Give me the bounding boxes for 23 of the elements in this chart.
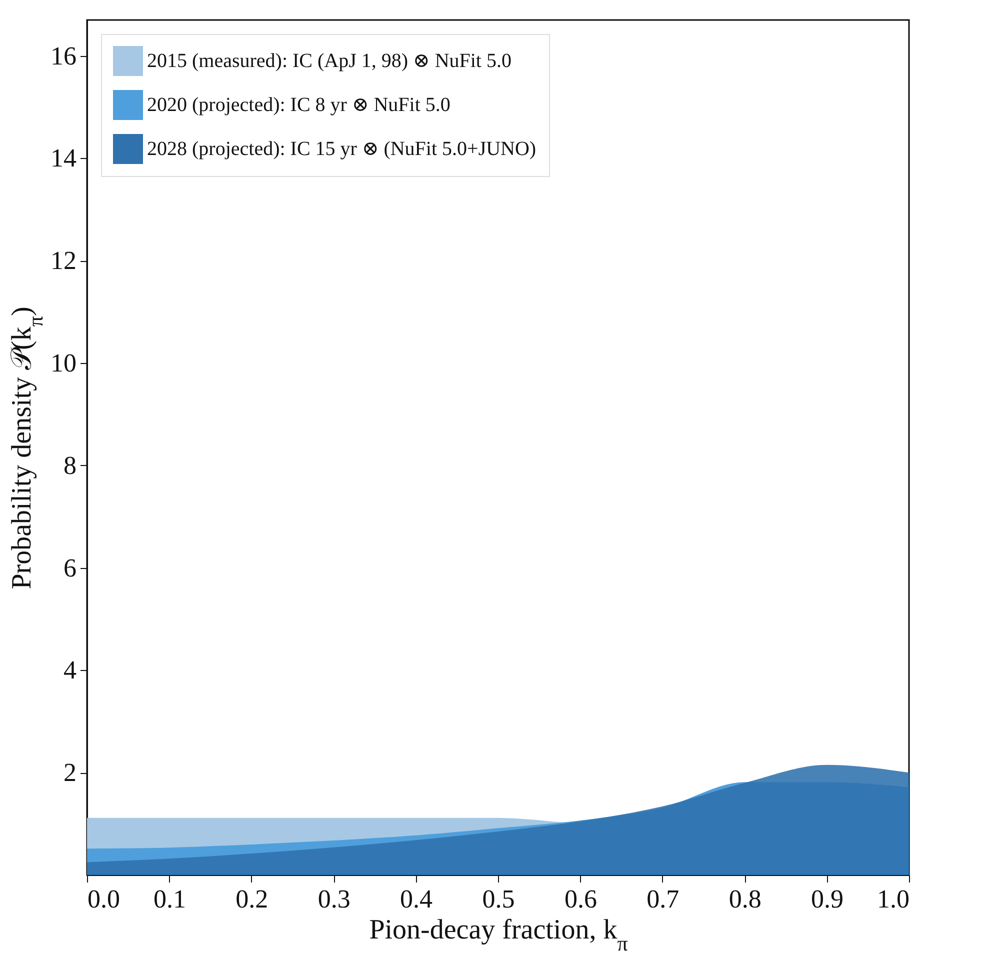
x-tick-label: 0.1 <box>153 884 186 914</box>
y-tick-label: 8 <box>64 450 76 480</box>
y-tick-label: 16 <box>50 41 76 70</box>
y-tick-label: 6 <box>64 553 76 582</box>
x-tick-label: 0.4 <box>400 884 433 914</box>
legend-label: 2028 (projected): IC 15 yr ⊗ (NuFit 5.0+JUNO) <box>147 138 536 160</box>
x-tick-label: 0.7 <box>646 884 680 914</box>
x-tick-label: 0.0 <box>88 884 120 914</box>
y-tick-label: 10 <box>50 348 76 378</box>
x-tick-label: 0.5 <box>482 884 515 914</box>
x-tick-label: 0.6 <box>564 884 597 914</box>
y-tick-label: 12 <box>50 246 76 276</box>
y-tick-label: 4 <box>64 656 76 685</box>
y-tick-label: 14 <box>50 144 76 173</box>
x-tick-label: 0.2 <box>236 884 268 914</box>
x-tick-label: 0.8 <box>728 884 762 914</box>
legend-label: 2015 (measured): IC (ApJ 1, 98) ⊗ NuFit 5.0 <box>147 50 512 72</box>
x-tick-label: 0.9 <box>811 884 844 914</box>
x-tick-label: 0.3 <box>318 884 350 914</box>
x-tick-label: 1.0 <box>877 884 910 914</box>
legend-label: 2020 (projected): IC 8 yr ⊗ NuFit 5.0 <box>147 94 450 116</box>
x-axis-title: Pion-decay fraction, k$_{π}$ <box>369 914 628 956</box>
y-tick-label: 2 <box>64 758 76 788</box>
